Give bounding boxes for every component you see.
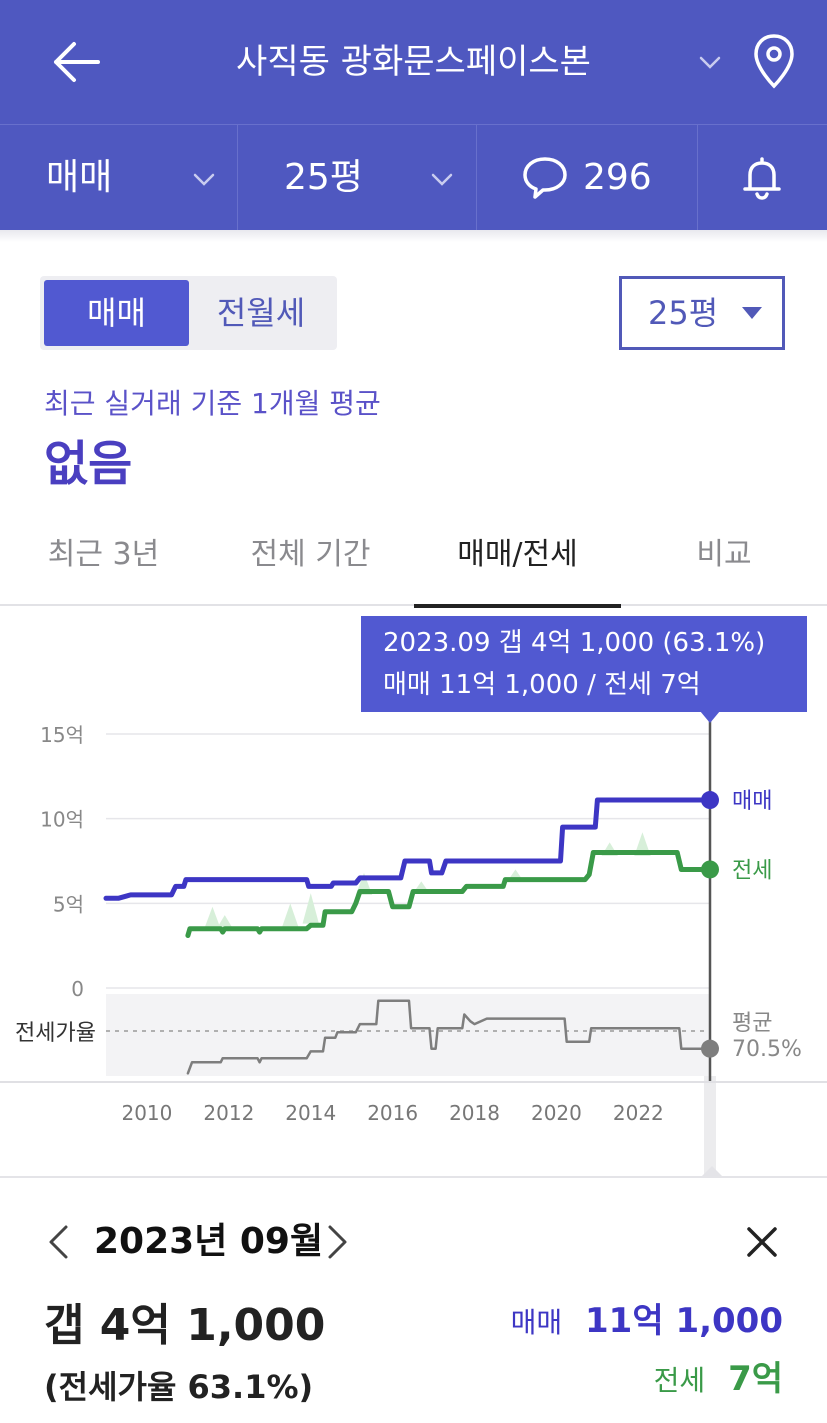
app-bar: 사직동 광화문스페이스본 [0,0,827,124]
ratio-axis-label: 전세가율 [15,1021,96,1046]
series-end-marker-ratio [701,1039,719,1058]
size-select-value: 25평 [648,294,719,332]
tab-all-period[interactable]: 전체 기간 [250,537,371,572]
average-label: 평균 [732,1011,772,1036]
sale-price-label: 매매 [510,1306,563,1339]
speech-bubble-icon [523,157,567,199]
rent-trade-noise [634,832,651,856]
x-tick-label: 2010 [121,1101,172,1125]
rent-trade-noise [204,906,221,929]
dropdown-triangle-icon [742,307,762,319]
x-tick-label: 2020 [531,1101,582,1125]
chevron-down-icon[interactable] [696,48,724,76]
series-label-rent: 전세 [732,858,772,883]
y-tick-label: 15억 [40,723,84,747]
x-tick-label: 2018 [449,1101,500,1125]
chevron-right-icon[interactable] [326,1224,350,1260]
summary-caption: 최근 실거래 기준 1개월 평균 [44,387,381,420]
rent-price-value: 7억 [728,1359,783,1399]
detail-panel-notch [700,1166,724,1178]
average-value: 70.5% [732,1037,802,1062]
chevron-down-icon [431,173,453,186]
sale-price-value: 11억 1,000 [585,1301,783,1341]
location-pin-icon[interactable] [750,32,798,92]
size-filter[interactable]: 25평 [238,125,477,231]
rent-price-label: 전세 [653,1364,706,1397]
deal-type-filter[interactable]: 매매 [0,125,238,231]
bell-icon [743,157,781,200]
y-tick-label: 10억 [40,808,84,832]
x-tick-label: 2016 [367,1101,418,1125]
x-tick-label: 2014 [285,1101,336,1125]
series-line-sale [103,797,713,901]
selected-month: 2023년 09월 [94,1221,324,1262]
close-icon[interactable] [744,1224,780,1260]
deal-segment-control: 매매 전월세 [40,276,337,350]
comments-button[interactable]: 296 [477,125,698,231]
chevron-down-icon [193,173,215,186]
tooltip-line-2: 매매 11억 1,000 / 전세 7억 [383,670,701,700]
tab-sale-rent[interactable]: 매매/전세 [414,510,621,608]
series-label-sale: 매매 [732,789,772,814]
chart-tooltip: 2023.09 갭 4억 1,000 (63.1%) 매매 11억 1,000 … [361,616,807,712]
series-line-rent [185,850,713,938]
size-filter-label: 25평 [284,157,363,198]
summary-value: 없음 [44,436,133,492]
comment-count: 296 [583,157,652,198]
sale-price-row: 매매 11억 1,000 [511,1296,783,1348]
rent-trade-noise [302,893,319,924]
tooltip-tail [700,711,720,723]
rent-trade-noise [282,903,299,928]
cursor-track [704,1076,716,1176]
header-shadow [0,230,827,242]
y-tick-label: 0 [71,977,84,1001]
rent-ratio: (전세가율 63.1%) [44,1368,314,1406]
detail-panel-border [0,1176,827,1178]
page-title[interactable]: 사직동 광화문스페이스본 [236,42,591,82]
series-line-ratio [186,999,712,1075]
month-navigator: 2023년 09월 [0,1210,827,1274]
rent-price-row: 전세 7억 [654,1354,783,1406]
deal-type-label: 매매 [46,157,113,198]
segment-sale[interactable]: 매매 [44,280,189,346]
tooltip-line-1: 2023.09 갭 4억 1,000 (63.1%) [383,628,766,658]
series-end-marker-rent [701,860,719,879]
series-end-marker-sale [701,791,719,810]
tab-recent-3y[interactable]: 최근 3년 [47,537,160,572]
filter-bar: 매매 25평 296 [0,124,827,231]
chevron-left-icon[interactable] [46,1224,70,1260]
back-arrow-icon[interactable] [50,38,102,86]
tab-compare[interactable]: 비교 [696,537,752,572]
ratio-band [106,994,710,1076]
gap-amount: 갭 4억 1,000 [44,1300,326,1351]
x-tick-label: 2012 [203,1101,254,1125]
notification-button[interactable] [698,125,827,231]
size-select[interactable]: 25평 [619,276,785,350]
segment-rent[interactable]: 전월세 [216,294,306,332]
period-tabs: 최근 3년 전체 기간 매매/전세 비교 [0,510,827,608]
y-tick-label: 5억 [53,892,84,916]
x-tick-label: 2022 [613,1101,664,1125]
rent-trade-noise [216,915,233,929]
